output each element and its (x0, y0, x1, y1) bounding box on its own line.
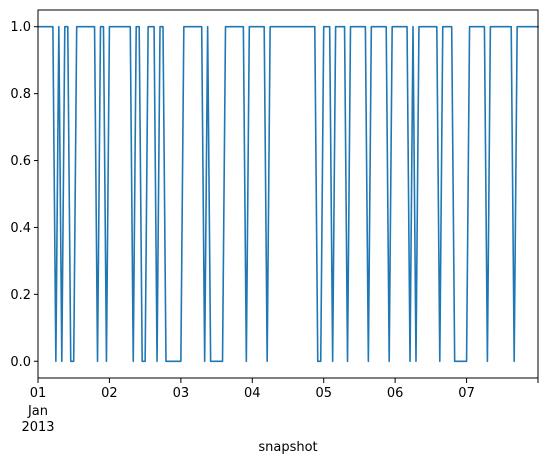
x-tick-sublabel: 2013 (21, 420, 54, 435)
plot-frame (37, 9, 539, 379)
y-tick-label: 0.6 (10, 154, 31, 169)
x-tick-label: 04 (244, 386, 261, 401)
x-tick-label: 02 (101, 386, 118, 401)
x-tick-label: 05 (315, 386, 332, 401)
x-tick-label: 07 (458, 386, 475, 401)
x-axis-label: snapshot (258, 440, 317, 455)
y-tick-label: 0.4 (10, 221, 31, 236)
y-tick-label: 0.8 (10, 87, 31, 102)
x-tick-label: 01 (30, 386, 47, 401)
y-tick-label: 0.2 (10, 288, 31, 303)
x-tick-label: 03 (173, 386, 190, 401)
x-tick-sublabel: Jan (27, 404, 48, 419)
x-tick-label: 06 (387, 386, 404, 401)
y-tick-label: 1.0 (10, 20, 31, 35)
y-axis: 0.0 0.2 0.4 0.6 0.8 1.0 (10, 20, 38, 370)
series-line (37, 25, 539, 363)
y-tick-label: 0.0 (10, 355, 31, 370)
